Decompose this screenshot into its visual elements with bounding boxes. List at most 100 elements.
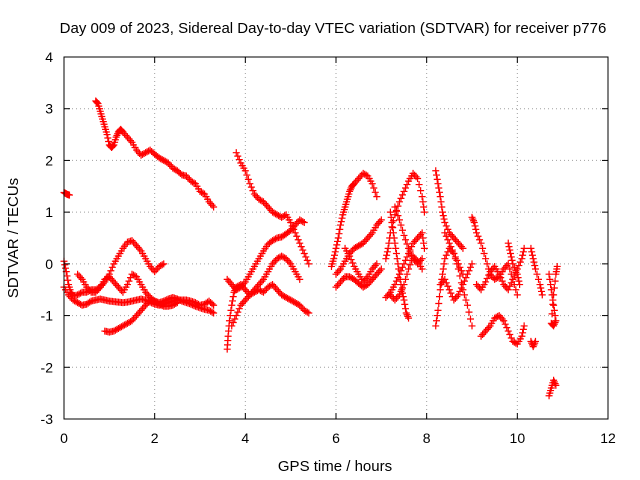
data-point [77, 289, 85, 297]
data-point [93, 99, 101, 107]
data-point [278, 252, 286, 260]
data-point [334, 268, 342, 276]
data-point [247, 183, 255, 191]
data-point [501, 263, 509, 271]
data-point [415, 181, 423, 189]
data-point [234, 285, 242, 293]
data-point [264, 203, 272, 211]
series-segment-19 [432, 167, 467, 252]
data-point [454, 291, 462, 299]
data-point [299, 246, 307, 254]
series-segment-22 [441, 229, 476, 330]
data-point [459, 286, 467, 294]
data-point [505, 243, 513, 251]
data-point [507, 279, 515, 287]
data-point [545, 270, 553, 278]
data-point [536, 281, 544, 289]
data-point [338, 214, 346, 222]
data-point [246, 180, 254, 188]
data-point [549, 300, 557, 308]
data-point [454, 239, 462, 247]
data-point [442, 279, 450, 287]
data-point [75, 290, 83, 298]
data-point [509, 337, 517, 345]
data-point [402, 256, 410, 264]
data-point [392, 207, 400, 215]
data-point [374, 219, 382, 227]
x-tick-label: 2 [151, 430, 159, 446]
data-point [460, 277, 468, 285]
data-point [373, 260, 381, 268]
data-point [272, 235, 280, 243]
data-point [515, 277, 523, 285]
data-point [152, 266, 160, 274]
data-point [69, 296, 77, 304]
data-point [403, 181, 411, 189]
data-point [225, 277, 233, 285]
data-point [388, 293, 396, 301]
data-point [386, 291, 394, 299]
data-point [225, 317, 233, 325]
data-point [483, 325, 491, 333]
data-point [266, 205, 274, 213]
data-point [371, 272, 379, 280]
series-segment-21 [436, 260, 476, 304]
data-point [419, 234, 427, 242]
data-point [495, 270, 503, 278]
data-point [436, 193, 444, 201]
data-point [120, 321, 128, 329]
data-point [346, 186, 354, 194]
data-point [507, 250, 515, 258]
data-point [466, 263, 474, 271]
data-point [259, 198, 267, 206]
data-point [252, 192, 260, 200]
data-point [440, 215, 448, 223]
data-point [125, 135, 133, 143]
data-point [133, 146, 141, 154]
data-point [250, 190, 258, 198]
data-point [395, 291, 403, 299]
data-point [252, 284, 260, 292]
data-point [359, 278, 367, 286]
data-point [459, 244, 467, 252]
data-point [240, 298, 248, 306]
data-point [370, 263, 378, 271]
data-point [527, 244, 535, 252]
data-point [234, 308, 242, 316]
series-segment-27 [527, 244, 546, 299]
data-point [471, 222, 479, 230]
y-tick-label: 0 [45, 256, 53, 272]
data-point [302, 307, 310, 315]
data-point [420, 244, 428, 252]
data-point [409, 169, 417, 177]
data-point [108, 276, 116, 284]
data-point [550, 284, 558, 292]
data-point [482, 327, 490, 335]
data-point [506, 282, 514, 290]
data-point [383, 251, 391, 259]
data-point [362, 236, 370, 244]
data-point [460, 291, 468, 299]
data-point [130, 271, 138, 279]
data-point [269, 260, 277, 268]
data-point [368, 275, 376, 283]
data-point [398, 191, 406, 199]
data-point [398, 286, 406, 294]
data-point [501, 320, 509, 328]
data-point [550, 376, 558, 384]
data-point [394, 260, 402, 268]
data-point [404, 312, 412, 320]
data-point [480, 329, 488, 337]
data-point [397, 221, 405, 229]
data-point [457, 243, 465, 251]
data-point [273, 211, 281, 219]
data-point [537, 284, 545, 292]
data-point [551, 277, 559, 285]
data-point [187, 177, 195, 185]
data-point [142, 149, 150, 157]
data-point [119, 128, 127, 136]
data-point [282, 255, 290, 263]
data-point [269, 237, 277, 245]
